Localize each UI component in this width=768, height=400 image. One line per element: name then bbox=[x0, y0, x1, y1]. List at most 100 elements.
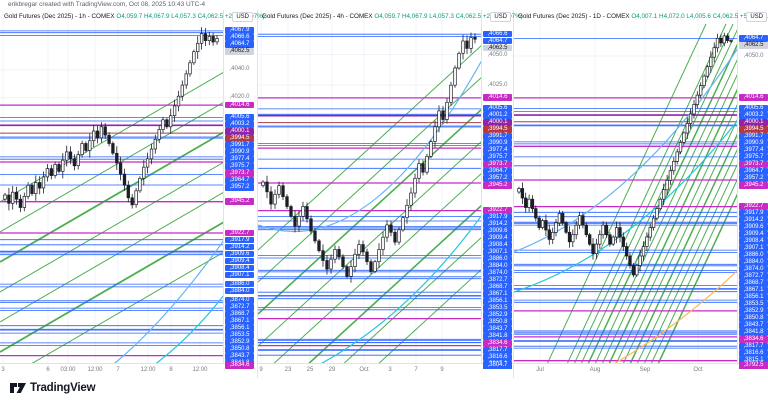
price-line-label: ,4000.1 bbox=[483, 119, 512, 126]
price-line-label: ,4066.6 bbox=[225, 34, 254, 41]
chart-title-1h: Gold Futures (Dec 2025) - 1h - COMEX O4,… bbox=[4, 13, 265, 20]
level-lines[interactable] bbox=[0, 30, 224, 357]
candlestick-chart-1h[interactable] bbox=[0, 10, 224, 363]
grid-lines bbox=[0, 10, 224, 363]
price-line-label: ,3973.7 bbox=[483, 161, 512, 168]
price-line-label: ,3843.7 bbox=[225, 353, 254, 360]
price-line-label: ,3994.5 bbox=[739, 126, 768, 133]
price-line-label: ,3909.6 bbox=[483, 228, 512, 235]
time-tick-label: Jul bbox=[536, 367, 544, 373]
time-tick-label: Oct bbox=[693, 367, 703, 373]
price-line-label: ,3945.2 bbox=[483, 182, 512, 189]
price-line-label: ,3990.9 bbox=[225, 149, 254, 156]
time-tick-label: 3 bbox=[1, 367, 5, 373]
price-line-label: ,4064.7 bbox=[225, 41, 254, 48]
ma-curves bbox=[258, 59, 482, 363]
price-axis-1h[interactable]: USD ,4067.9,4066.6,4064.7,4062.5 ,4040.0,… bbox=[223, 10, 255, 369]
trend-lines[interactable] bbox=[258, 44, 482, 363]
price-line-label: ,4066.6 bbox=[483, 30, 512, 38]
price-tick-label: ,4050.0 bbox=[487, 51, 508, 58]
price-line-label: ,3914.2 bbox=[739, 217, 768, 224]
level-lines[interactable] bbox=[258, 33, 482, 356]
chart-panel-1h[interactable]: Gold Futures (Dec 2025) - 1h - COMEX O4,… bbox=[0, 10, 265, 378]
time-tick-label: 03:00 bbox=[60, 367, 76, 373]
candlestick-chart-4h[interactable] bbox=[258, 10, 482, 363]
time-tick-label: 7 bbox=[414, 367, 418, 373]
price-line-label: ,3977.4 bbox=[225, 156, 254, 163]
chart-panel-1d[interactable]: Gold Futures (Dec 2025) - 1D - COMEX O4,… bbox=[513, 10, 768, 378]
price-line-label: ,3945.2 bbox=[225, 198, 254, 205]
price-line-label: ,3973.7 bbox=[225, 170, 254, 177]
price-line-label: ,3884.0 bbox=[483, 263, 512, 270]
grid-lines bbox=[514, 10, 738, 363]
time-tick-label: 25 bbox=[306, 367, 314, 373]
price-line-label: ,3884.0 bbox=[225, 287, 254, 295]
price-line-label: ,3973.7 bbox=[739, 161, 768, 168]
price-line-label: ,3975.7 bbox=[739, 154, 768, 161]
chart-title-1d: Gold Futures (Dec 2025) - 1D - COMEX O4,… bbox=[518, 13, 768, 20]
price-line-label: ,3975.7 bbox=[483, 154, 512, 161]
tradingview-logo[interactable]: TradingView bbox=[10, 380, 96, 396]
price-tick-label: ,4025.0 bbox=[487, 81, 508, 88]
level-lines[interactable] bbox=[514, 38, 738, 362]
price-line-label: ,3850.8 bbox=[739, 315, 768, 322]
price-line-label: ,3922.7 bbox=[225, 229, 254, 237]
candles bbox=[3, 27, 219, 213]
price-line-label: ,3994.5 bbox=[225, 135, 254, 142]
price-line-label: ,3914.2 bbox=[483, 221, 512, 228]
price-line-label: ,4064.7 bbox=[739, 35, 768, 42]
price-line-label: ,3909.6 bbox=[739, 224, 768, 231]
chart-symbol: Gold Futures (Dec 2025) - 1h - COMEX bbox=[4, 13, 115, 20]
price-line-label: ,3886.0 bbox=[225, 280, 254, 288]
time-axis-1h[interactable]: 3 6 03:00 12:00 7 12:00 8 12:00 bbox=[0, 363, 255, 378]
price-line-label: ,4005.6 bbox=[483, 105, 512, 112]
price-line-label: ,3884.0 bbox=[739, 259, 768, 266]
price-line-label: ,3867.1 bbox=[483, 291, 512, 298]
price-line-label: ,3922.7 bbox=[739, 203, 768, 210]
price-line-label: ,3872.7 bbox=[483, 277, 512, 284]
ma-curves bbox=[114, 239, 224, 363]
price-line-label: ,3856.1 bbox=[225, 325, 254, 332]
trend-lines[interactable] bbox=[0, 71, 224, 363]
price-line-label: ,4001.2 bbox=[483, 112, 512, 119]
price-axis-4h[interactable]: USD ,4066.6,4064.7,4062.5,4050.0 ,4025.0,… bbox=[481, 10, 513, 369]
price-line-label: ,3853.5 bbox=[739, 301, 768, 308]
price-tick-label: ,4020.0 bbox=[229, 94, 250, 101]
time-tick-label: 12:00 bbox=[140, 367, 156, 373]
time-tick-label: Aug bbox=[589, 367, 601, 373]
price-line-label: ,3945.2 bbox=[739, 182, 768, 189]
price-line-label: ,3990.9 bbox=[483, 140, 512, 147]
price-line-label: ,3817.7 bbox=[739, 343, 768, 350]
time-tick-label: Oct bbox=[359, 367, 369, 373]
price-line-label: ,3850.8 bbox=[225, 346, 254, 353]
price-line-label: ,3817.7 bbox=[483, 347, 512, 354]
currency-label: USD bbox=[232, 12, 253, 22]
price-line-label: ,4005.6 bbox=[225, 114, 254, 121]
time-axis-1d[interactable]: Jul Aug Sep Oct bbox=[514, 363, 768, 378]
currency-label: USD bbox=[490, 12, 511, 22]
ma-curves bbox=[514, 47, 738, 363]
price-line-label: ,3909.6 bbox=[225, 250, 254, 258]
price-line-label: ,3853.5 bbox=[483, 305, 512, 312]
watermark-credit: erikbregar created with TradingView.com,… bbox=[8, 1, 206, 8]
price-line-label: ,3994.5 bbox=[483, 126, 512, 133]
current-price-label: ,4062.5 bbox=[225, 48, 254, 55]
price-line-label: ,3856.1 bbox=[483, 298, 512, 305]
price-line-label: ,3914.2 bbox=[225, 243, 254, 251]
price-line-label: ,3908.4 bbox=[483, 242, 512, 249]
time-tick-label: 7 bbox=[116, 367, 120, 373]
price-line-label: ,3850.8 bbox=[483, 319, 512, 326]
time-tick-label: 12:00 bbox=[192, 367, 208, 373]
chart-panel-4h[interactable]: Gold Futures (Dec 2025) - 4h - COMEX O4,… bbox=[257, 10, 523, 378]
price-line-label: ,3816.6 bbox=[739, 350, 768, 357]
candlestick-chart-1d[interactable] bbox=[514, 10, 738, 363]
price-line-label: ,3907.1 bbox=[225, 271, 254, 279]
price-line-label: ,3868.7 bbox=[225, 311, 254, 318]
price-line-label: ,3991.7 bbox=[225, 142, 254, 149]
price-line-label: ,4067.9 bbox=[225, 27, 254, 34]
time-axis-4h[interactable]: 9 23 25 29 Oct 3 7 9 bbox=[258, 363, 513, 378]
price-line-label: ,3843.7 bbox=[483, 326, 512, 333]
price-axis-1d[interactable]: USD ,4064.7,4062.5 ,4050.0 ,4014.6 ,4005.6,… bbox=[737, 10, 768, 369]
price-line-label: ,3841.8 bbox=[483, 333, 512, 340]
